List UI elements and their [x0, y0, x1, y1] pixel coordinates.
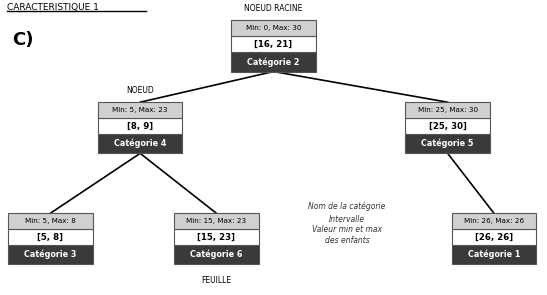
FancyBboxPatch shape — [8, 245, 92, 264]
FancyBboxPatch shape — [231, 20, 316, 36]
Text: Catégorie 4: Catégorie 4 — [114, 139, 166, 148]
Text: Intervalle: Intervalle — [329, 214, 365, 224]
Text: [25, 30]: [25, 30] — [429, 122, 467, 130]
Text: Catégorie 6: Catégorie 6 — [190, 250, 242, 259]
FancyBboxPatch shape — [405, 102, 490, 118]
Text: [15, 23]: [15, 23] — [197, 232, 235, 242]
FancyBboxPatch shape — [452, 229, 536, 245]
Text: Min: 15, Max: 23: Min: 15, Max: 23 — [187, 218, 246, 224]
FancyBboxPatch shape — [231, 36, 316, 52]
FancyBboxPatch shape — [98, 118, 182, 134]
Text: Min: 0, Max: 30: Min: 0, Max: 30 — [246, 25, 301, 31]
Text: Catégorie 3: Catégorie 3 — [24, 250, 77, 259]
Text: Min: 5, Max: 8: Min: 5, Max: 8 — [25, 218, 76, 224]
Text: C): C) — [12, 31, 34, 49]
Text: Catégorie 1: Catégorie 1 — [468, 250, 520, 259]
Text: [8, 9]: [8, 9] — [127, 122, 153, 130]
Text: [5, 8]: [5, 8] — [37, 232, 63, 242]
Text: CARACTERISTIQUE 1: CARACTERISTIQUE 1 — [7, 3, 98, 12]
Text: Min: 5, Max: 23: Min: 5, Max: 23 — [113, 107, 168, 113]
FancyBboxPatch shape — [98, 134, 182, 153]
Text: NOEUD: NOEUD — [126, 86, 154, 95]
Text: Min: 26, Max: 26: Min: 26, Max: 26 — [464, 218, 524, 224]
FancyBboxPatch shape — [231, 52, 316, 71]
FancyBboxPatch shape — [8, 229, 92, 245]
FancyBboxPatch shape — [174, 213, 259, 229]
FancyBboxPatch shape — [452, 213, 536, 229]
Text: [16, 21]: [16, 21] — [254, 40, 293, 49]
Text: FEUILLE: FEUILLE — [201, 276, 231, 285]
Text: [26, 26]: [26, 26] — [475, 232, 513, 242]
FancyBboxPatch shape — [174, 229, 259, 245]
FancyBboxPatch shape — [452, 245, 536, 264]
Text: Nom de la catégorie: Nom de la catégorie — [309, 201, 386, 211]
FancyBboxPatch shape — [98, 102, 182, 118]
FancyBboxPatch shape — [405, 134, 490, 153]
FancyBboxPatch shape — [174, 245, 259, 264]
FancyBboxPatch shape — [405, 118, 490, 134]
Text: Catégorie 2: Catégorie 2 — [247, 57, 300, 67]
Text: Catégorie 5: Catégorie 5 — [422, 139, 474, 148]
Text: Valeur min et max
des enfants: Valeur min et max des enfants — [312, 225, 382, 245]
Text: NOEUD RACINE: NOEUD RACINE — [245, 4, 302, 13]
FancyBboxPatch shape — [8, 213, 92, 229]
Text: Min: 25, Max: 30: Min: 25, Max: 30 — [417, 107, 478, 113]
